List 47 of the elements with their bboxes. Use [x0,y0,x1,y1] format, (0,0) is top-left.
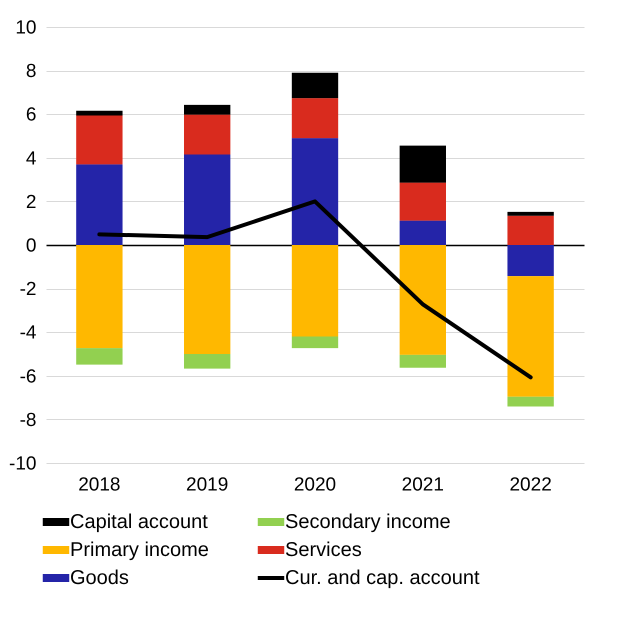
bar [76,164,123,245]
bar [292,336,338,348]
y-tick-label: 0 [26,236,36,256]
y-tick-label: 2 [26,192,36,213]
y-tick-label: 4 [26,148,37,170]
bar [507,216,554,245]
bar [76,116,123,164]
y-tick-label: 10 [15,18,36,38]
x-tick-label: 2020 [294,474,336,496]
bar [507,245,554,276]
bar [292,72,338,98]
bar [400,354,446,368]
y-tick-label: -6 [20,366,36,388]
legend-label: Goods [70,567,129,589]
legend-label: Services [285,539,362,561]
bar [76,110,123,116]
x-tick-label: 2022 [509,474,552,496]
legend-label: Primary income [70,539,209,561]
y-tick-label: 6 [26,104,36,126]
x-tick-label: 2021 [402,474,444,496]
y-tick-label: 8 [26,61,36,82]
bar [184,245,230,354]
y-tick-label: -4 [20,322,37,344]
bar [292,245,338,337]
bar [400,146,446,183]
bar [184,154,230,245]
bar [400,220,446,245]
bar [292,138,338,245]
legend-label: Secondary income [285,511,451,533]
bar [400,182,446,221]
legend-label: Capital account [70,511,208,533]
bar [507,212,554,216]
y-tick-label: -10 [9,454,36,474]
bar [184,104,230,115]
bar [184,354,230,369]
bar [400,245,446,355]
bar [76,348,123,365]
bar [76,245,123,348]
bar [292,98,338,138]
y-tick-label: -2 [20,279,36,300]
bar [184,114,230,155]
bar [507,396,554,407]
x-tick-label: 2019 [186,474,228,496]
x-tick-label: 2018 [78,474,121,496]
legend-label: Cur. and cap. account [285,567,480,589]
bar [507,276,554,397]
y-tick-label: -8 [20,410,36,431]
